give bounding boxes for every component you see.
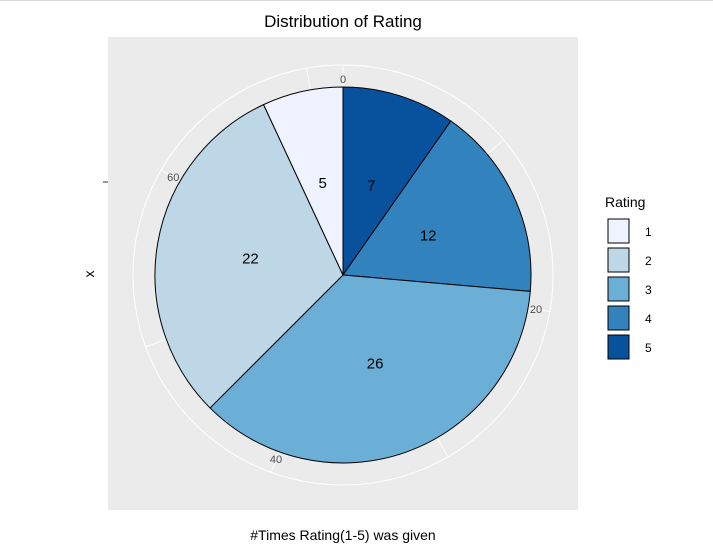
slice-label-rating-5: 7 [367, 177, 375, 194]
pie-slice-rating-4 [342, 120, 532, 292]
pie-slice-rating-2 [154, 103, 344, 409]
pie-slices [154, 86, 532, 464]
legend-key-2 [607, 247, 630, 273]
slice-labels: 7 12 26 22 5 [242, 175, 436, 372]
y-axis-title: x [81, 271, 97, 278]
pie-slice-rating-1 [262, 86, 344, 276]
legend-title: Rating [605, 194, 645, 210]
legend-label-2: 2 [645, 254, 652, 268]
legend-key-3 [607, 276, 630, 302]
slice-label-rating-2: 22 [242, 251, 259, 268]
top-border [0, 0, 713, 1]
legend-key-1 [607, 218, 630, 244]
legend-key-4 [607, 305, 630, 331]
legend-label-4: 4 [645, 312, 652, 326]
theta-tick-20: 20 [530, 304, 542, 316]
theta-tick-0: 0 [340, 74, 346, 86]
theta-tick-labels: 0 20 40 60 [167, 74, 542, 466]
legend-key-5 [607, 334, 630, 360]
x-axis-title: #Times Rating(1-5) was given [250, 527, 435, 543]
chart-title: Distribution of Rating [264, 12, 422, 31]
slice-label-rating-1: 5 [318, 175, 326, 192]
legend: Rating 1 2 3 4 5 [605, 194, 652, 360]
legend-label-1: 1 [645, 225, 652, 239]
theta-tick-60: 60 [167, 172, 179, 184]
legend-label-3: 3 [645, 283, 652, 297]
legend-label-5: 5 [645, 341, 652, 355]
pie-slice-rating-3 [209, 274, 531, 464]
slice-label-rating-4: 12 [420, 227, 437, 244]
theta-tick-40: 40 [270, 454, 282, 466]
pie-slice-rating-5 [342, 86, 452, 277]
slice-label-rating-3: 26 [367, 355, 384, 372]
